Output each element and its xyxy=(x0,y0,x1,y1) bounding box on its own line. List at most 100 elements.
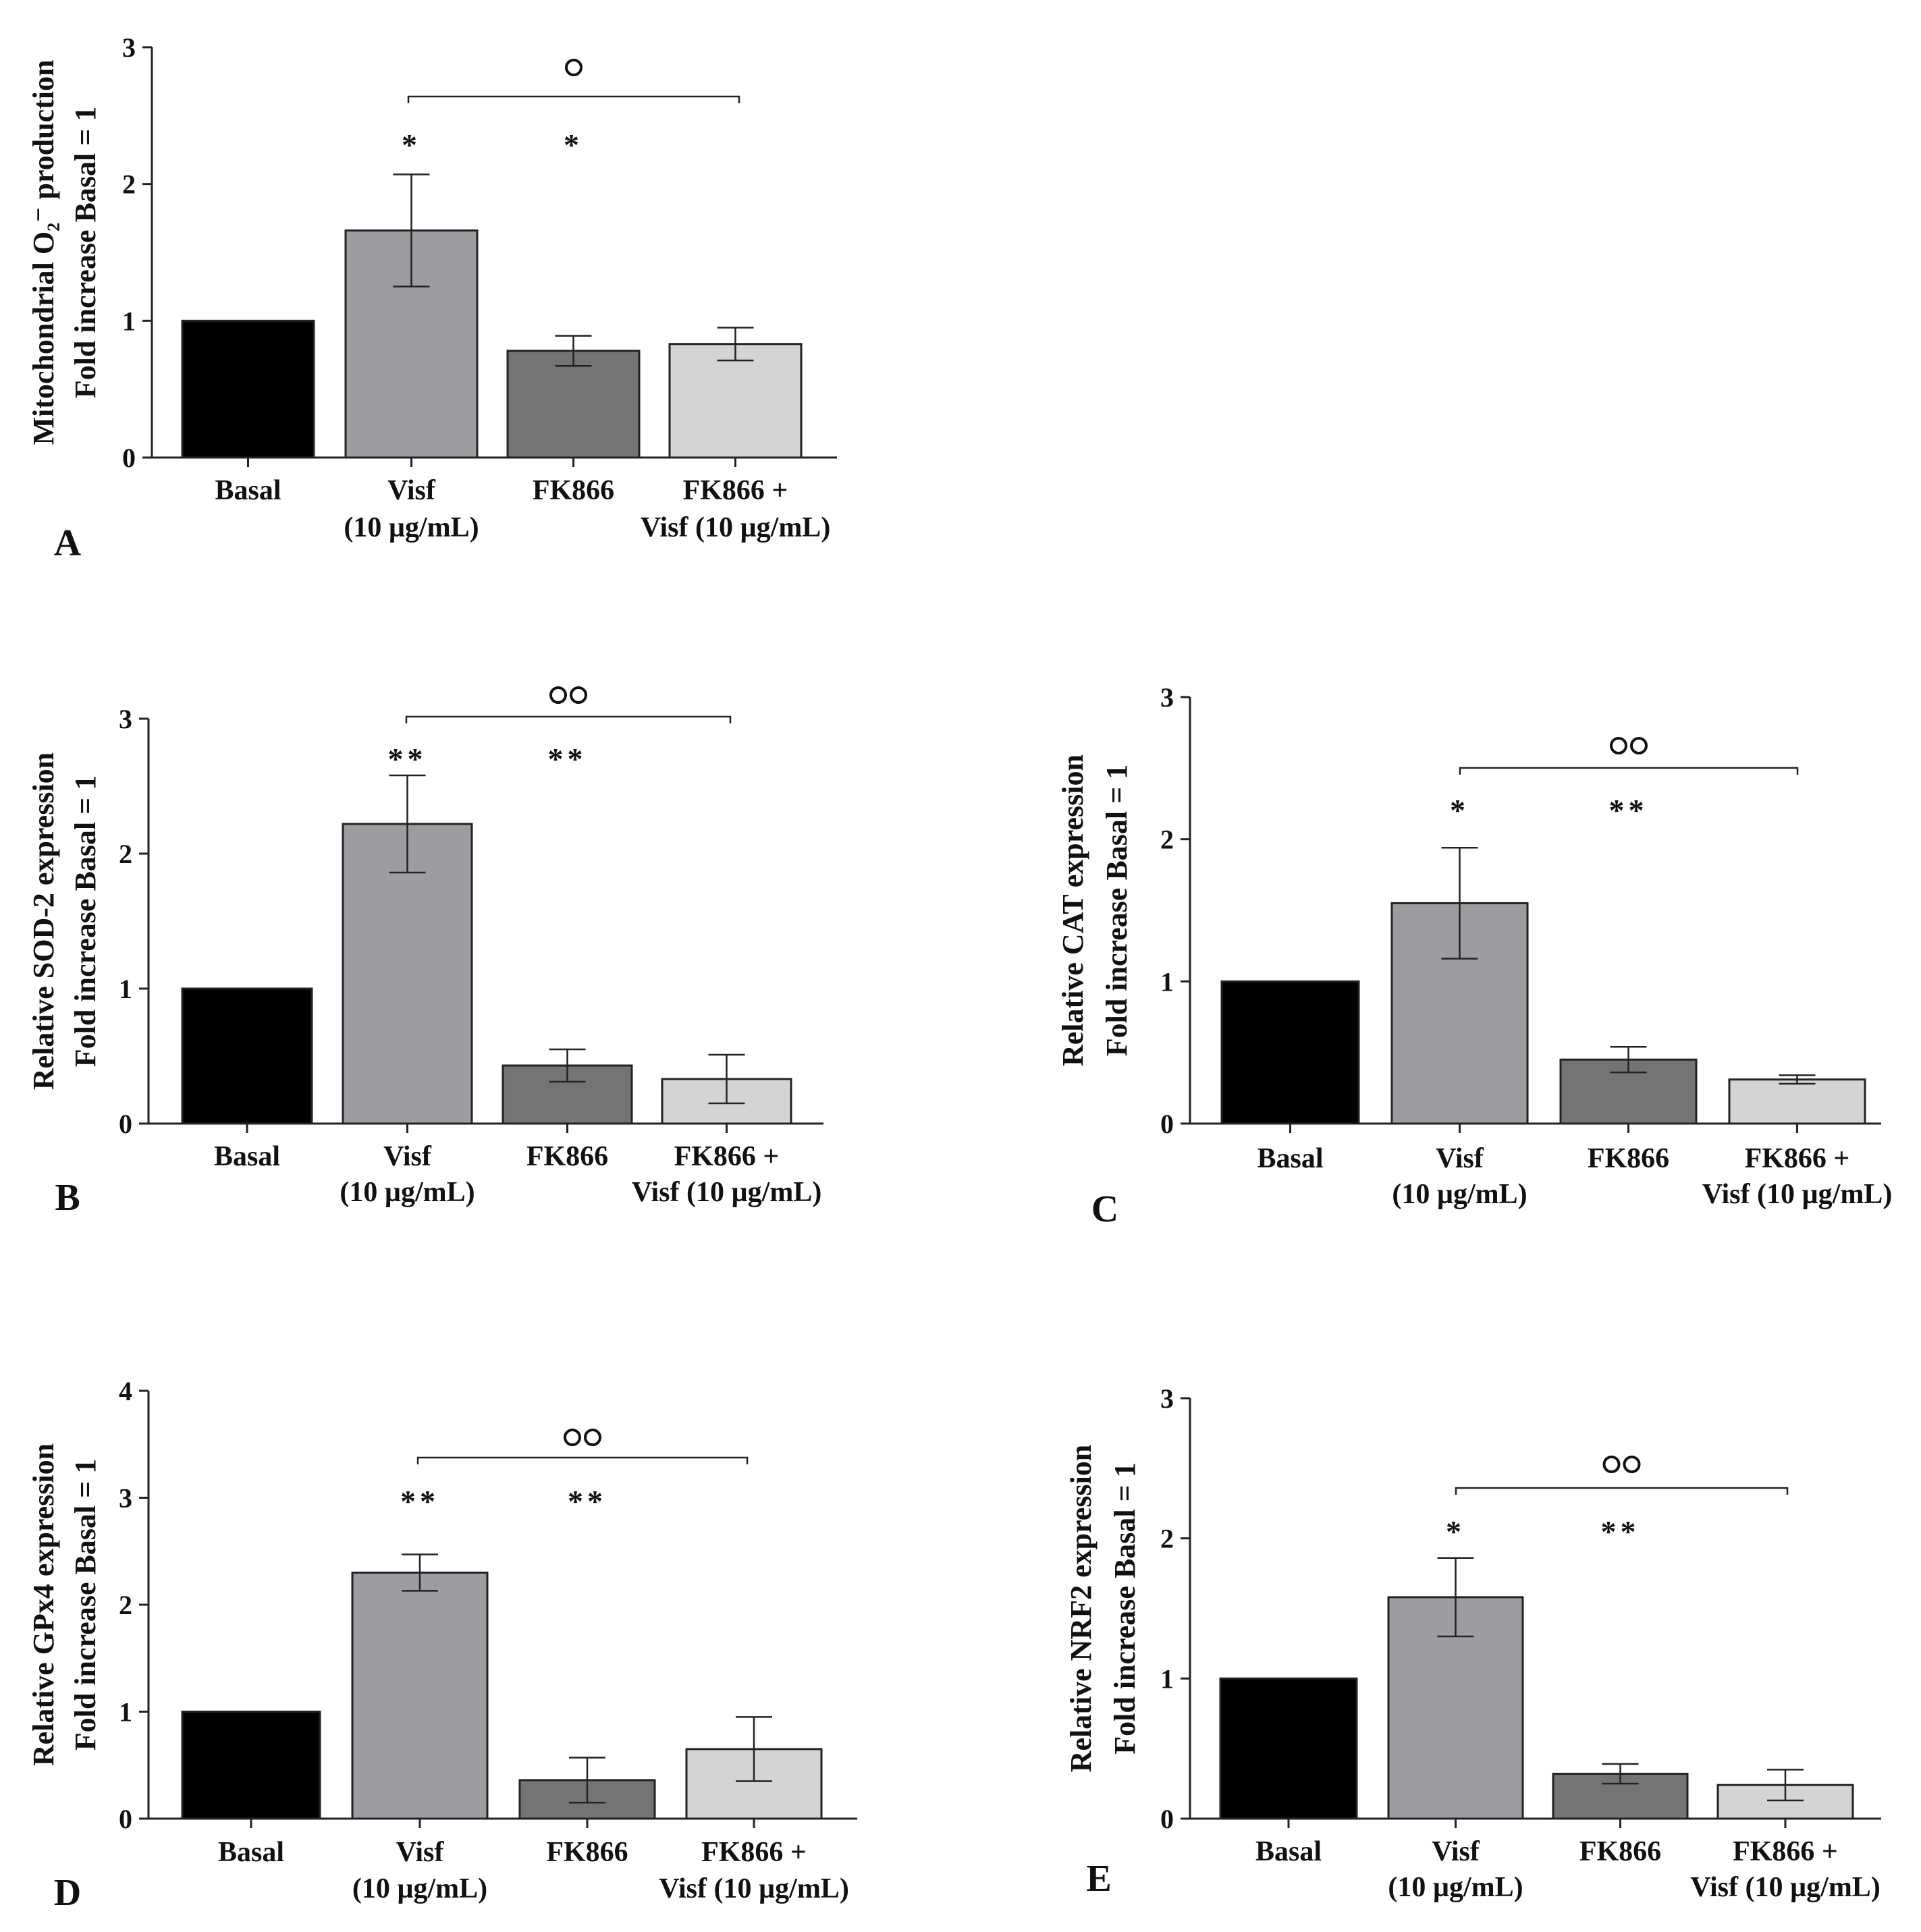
y-axis-label: Mitochondrial O₂⁻ production xyxy=(27,60,60,445)
comparison-bracket xyxy=(416,1456,749,1464)
category-label: Visf xyxy=(387,475,436,506)
category-label: FK866 + xyxy=(1733,1836,1838,1867)
bracket-marker: ° xyxy=(565,59,583,76)
significance-star: * xyxy=(1450,793,1469,827)
significance-star: ** xyxy=(568,1484,607,1518)
category-label: FK866 xyxy=(1588,1143,1669,1174)
y-tick-label: 2 xyxy=(119,1590,132,1620)
significance-star: ** xyxy=(388,742,427,776)
panel-c: 0 1 2 3 Relative CAT expression Fold increase… xyxy=(1056,682,1892,1230)
significance-star: ** xyxy=(1601,1514,1640,1549)
category-label: Visf (10 µg/mL) xyxy=(1690,1872,1881,1903)
category-label: Visf xyxy=(1432,1836,1480,1867)
y-axis-label: Fold increase Basal = 1 xyxy=(1100,765,1133,1056)
bar xyxy=(668,343,803,459)
category-label: Visf (10 µg/mL) xyxy=(641,512,831,543)
bracket-label: °° xyxy=(568,694,569,696)
y-tick-label: 4 xyxy=(119,1376,132,1406)
degree-circle xyxy=(1602,1456,1621,1473)
degree-circle xyxy=(565,59,583,76)
significance-star: * xyxy=(564,128,583,162)
bar xyxy=(1728,1078,1866,1125)
significance-star: * xyxy=(402,128,421,162)
category-label: FK866 xyxy=(1579,1836,1661,1867)
y-tick-label: 3 xyxy=(122,32,136,63)
bar xyxy=(181,319,315,459)
category-label: Visf xyxy=(1436,1143,1484,1174)
category-label: Basal xyxy=(215,475,281,506)
bracket-marker: °° xyxy=(564,1429,601,1446)
comparison-bracket xyxy=(407,95,740,103)
category-label: Basal xyxy=(1255,1836,1322,1867)
panel-letter: A xyxy=(54,522,82,564)
y-axis-label: Relative CAT expression xyxy=(1056,754,1089,1066)
panel-d: 0 1 2 3 4 Relative GPx4 expression Fold increa… xyxy=(27,1376,857,1914)
y-axis-label: Fold increase Basal = 1 xyxy=(69,107,102,398)
panel-letter: B xyxy=(55,1177,80,1219)
y-tick-label: 0 xyxy=(1160,1804,1174,1834)
category-label: (10 µg/mL) xyxy=(1392,1179,1527,1210)
bracket-marker: °° xyxy=(1610,737,1648,754)
y-tick-label: 1 xyxy=(1160,966,1174,997)
bar xyxy=(1220,980,1360,1125)
y-tick-label: 0 xyxy=(122,443,136,473)
category-label: FK866 + xyxy=(701,1837,807,1868)
y-tick-label: 1 xyxy=(1160,1663,1174,1694)
y-tick-label: 1 xyxy=(119,1697,132,1728)
bar xyxy=(181,987,313,1125)
category-label: FK866 xyxy=(533,475,614,506)
degree-circle xyxy=(570,686,587,704)
bar xyxy=(1219,1677,1358,1820)
significance-star: * xyxy=(1446,1514,1465,1549)
category-label: Visf xyxy=(396,1837,445,1868)
category-label: (10 µg/mL) xyxy=(1388,1872,1523,1903)
y-axis-label: Fold increase Basal = 1 xyxy=(69,775,102,1067)
y-axis-label: Relative SOD-2 expression xyxy=(27,752,60,1090)
bar xyxy=(342,823,473,1125)
bar xyxy=(351,1571,489,1820)
category-label: Visf (10 µg/mL) xyxy=(1702,1179,1893,1210)
bracket-label: °° xyxy=(1621,1463,1623,1465)
y-tick-label: 3 xyxy=(119,1483,132,1514)
bracket-label: °° xyxy=(1628,744,1629,746)
bracket-marker: °° xyxy=(1602,1456,1641,1473)
y-tick-label: 0 xyxy=(119,1109,132,1139)
degree-circle xyxy=(584,1429,601,1446)
significance-star: ** xyxy=(1609,793,1648,827)
y-tick-label: 2 xyxy=(122,169,136,200)
bracket-marker: °° xyxy=(549,686,587,704)
y-tick-label: 3 xyxy=(1160,1383,1174,1414)
significance-star: ** xyxy=(548,742,587,776)
y-tick-label: 1 xyxy=(122,306,136,336)
degree-circle xyxy=(549,686,567,704)
category-label: Visf (10 µg/mL) xyxy=(659,1873,849,1904)
degree-circle xyxy=(1610,737,1627,754)
panel-letter: C xyxy=(1091,1188,1118,1230)
category-label: FK866 + xyxy=(674,1141,780,1172)
category-label: Basal xyxy=(214,1141,280,1172)
y-axis-label: Relative GPx4 expression xyxy=(27,1443,60,1766)
category-label: (10 µg/mL) xyxy=(344,512,479,543)
significance-star: ** xyxy=(400,1484,439,1518)
y-tick-label: 3 xyxy=(1160,682,1174,713)
category-label: FK866 + xyxy=(1745,1143,1850,1174)
bar xyxy=(506,350,641,459)
category-label: Basal xyxy=(1257,1143,1323,1174)
panel-letter: E xyxy=(1086,1858,1111,1900)
category-label: FK866 + xyxy=(683,475,788,506)
category-label: FK866 xyxy=(546,1837,628,1868)
y-axis-label: Fold increase Basal = 1 xyxy=(1108,1462,1141,1754)
y-axis-label: Fold increase Basal = 1 xyxy=(69,1459,102,1750)
y-tick-label: 1 xyxy=(119,974,132,1004)
degree-circle xyxy=(564,1429,581,1446)
category-label: (10 µg/mL) xyxy=(352,1873,487,1904)
y-tick-label: 3 xyxy=(119,704,132,734)
degree-circle xyxy=(1630,737,1648,754)
panel-a: 0 1 2 3 Mitochondrial O₂⁻ production Fold inc… xyxy=(27,32,837,564)
y-tick-label: 0 xyxy=(119,1804,132,1834)
category-label: Visf (10 µg/mL) xyxy=(632,1177,822,1208)
comparison-bracket xyxy=(1459,767,1799,775)
panel-e: 0 1 2 3 Relative NRF2 expression Fold increas… xyxy=(1064,1383,1881,1903)
y-axis-label: Relative NRF2 expression xyxy=(1064,1445,1098,1773)
